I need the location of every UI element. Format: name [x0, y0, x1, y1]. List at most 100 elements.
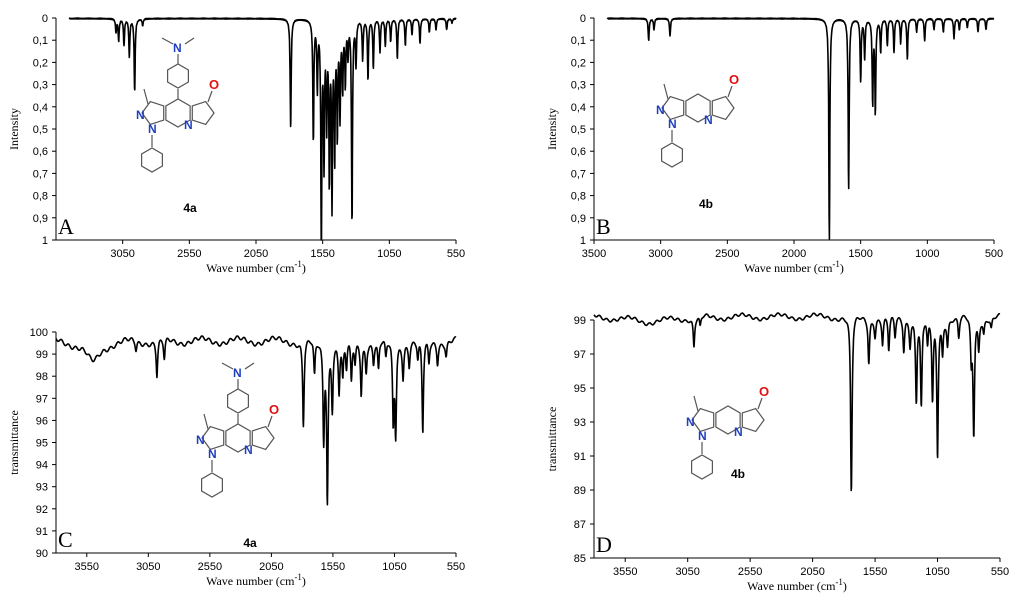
chart-d-molecule-structure: ONN N	[686, 384, 769, 480]
oxygen-atom: O	[269, 402, 279, 417]
oxygen-atom: O	[209, 77, 219, 92]
chart-a-panel-label: A	[58, 214, 74, 239]
chart-a-y-tick-label: 0,6	[33, 146, 48, 158]
chart-a-spectrum-line	[68, 17, 457, 241]
chart-d-x-tick-label: 1050	[925, 566, 949, 578]
chart-d-x-axis-label: Wave number (cm-1)	[747, 577, 847, 593]
chart-a-y-tick-label: 0,1	[33, 35, 48, 47]
chart-b-x-tick-label: 2000	[782, 248, 806, 260]
pyridine-ring	[165, 98, 191, 128]
nitrogen-atom: N	[173, 41, 182, 55]
chart-b-x-axis-label: Wave number (cm-1)	[744, 259, 844, 275]
chart-c-x-tick-label: 3050	[136, 561, 160, 573]
chart-d-x-tick-label: 2550	[738, 566, 762, 578]
chart-b-y-tick-label: 1	[580, 235, 586, 247]
pyridine-ring	[715, 405, 741, 435]
pyrazole-ring	[141, 100, 165, 126]
chart-b-y-tick-label: 0,4	[571, 102, 586, 114]
chart-b-compound-label: 4b	[699, 197, 713, 211]
chart-a-y-tick-label: 0,4	[33, 102, 48, 114]
chart-a-x-tick-label: 1050	[377, 248, 401, 260]
chart-c-x-axis-label: Wave number (cm-1)	[206, 572, 306, 588]
chart-b-molecule-structure: ONN N	[656, 72, 739, 168]
pyridine-ring	[685, 93, 711, 123]
cyclopentanone-ring	[711, 95, 735, 121]
chart-c-y-tick-label: 96	[36, 415, 48, 427]
nitrogen-atom: N	[208, 447, 217, 461]
chart-a-y-tick-label: 0,7	[33, 168, 48, 180]
nitrogen-atom: N	[136, 108, 145, 122]
nitrogen-atom: N	[233, 366, 242, 380]
chart-c-axes	[52, 331, 457, 557]
carbonyl-bond	[267, 415, 273, 428]
dimethylaminophenyl-ring	[227, 388, 249, 414]
carbonyl-bond	[207, 90, 213, 103]
chart-d-y-tick-label: 95	[574, 383, 586, 395]
nitrogen-atom: N	[184, 118, 193, 132]
carbonyl-bond	[757, 397, 763, 410]
nitrogen-atom: N	[148, 122, 157, 136]
chart-b-x-tick-label: 3500	[582, 248, 606, 260]
nitrogen-atom: N	[704, 113, 713, 127]
methyl-bond	[693, 395, 699, 412]
chart-a-x-tick-label: 2550	[177, 248, 201, 260]
cyclopentanone-ring	[251, 425, 275, 451]
methyl-bond	[143, 88, 149, 105]
chart-c-y-tick-label: 94	[36, 460, 48, 472]
chart-d-y-tick-label: 91	[574, 451, 586, 463]
dimethylaminophenyl-ring	[167, 63, 189, 89]
methyl-bond	[203, 413, 209, 430]
chart-a-x-tick-label: 1550	[310, 248, 334, 260]
chart-b-panel-label: B	[596, 214, 611, 239]
chart-b-y-axis-label: Intensity	[545, 108, 559, 150]
phenyl-ring	[141, 147, 163, 173]
chart-a-x-tick-label: 550	[447, 248, 465, 260]
chart-c-y-tick-label: 97	[36, 393, 48, 405]
chart-a-x-tick-label: 3050	[110, 248, 134, 260]
chart-b-axes	[590, 17, 995, 244]
chart-d-panel-label: D	[596, 532, 612, 557]
chart-c-x-tick-label: 3550	[75, 561, 99, 573]
chart-a-y-tick-label: 0	[42, 13, 48, 25]
chart-d-y-tick-label: 87	[574, 519, 586, 531]
chart-b-y-tick-label: 0,9	[571, 213, 586, 225]
phenyl-ring	[661, 142, 683, 168]
chart-b-x-tick-label: 1000	[915, 248, 939, 260]
chart-b-y-tick-label: 0,7	[571, 168, 586, 180]
chart-a-y-tick-label: 0,3	[33, 80, 48, 92]
chart-a-peak-point	[289, 128, 291, 130]
chart-a-y-tick-label: 1	[42, 235, 48, 247]
chart-a-molecule-structure: ONN NN	[136, 37, 219, 173]
chart-d-x-tick-label: 550	[991, 566, 1009, 578]
chart-c-y-tick-label: 95	[36, 438, 48, 450]
chart-c-panel-label: C	[58, 527, 73, 552]
chart-b-y-tick-label: 0	[580, 13, 586, 25]
chart-b-y-tick-label: 0,3	[571, 80, 586, 92]
chart-b-x-tick-label: 1500	[848, 248, 872, 260]
chart-d-x-tick-label: 3550	[613, 566, 637, 578]
nitrogen-atom: N	[734, 425, 743, 439]
pyridine-ring	[225, 423, 251, 453]
chart-c-x-tick-label: 2050	[259, 561, 283, 573]
chart-a-y-tick-label: 0,5	[33, 124, 48, 136]
chart-a-peak-point	[351, 221, 353, 223]
chart-d-y-tick-label: 89	[574, 485, 586, 497]
chart-b-y-tick-label: 0,5	[571, 124, 586, 136]
chart-c-x-tick-label: 1050	[382, 561, 406, 573]
chart-d-y-tick-label: 97	[574, 349, 586, 361]
chart-d-y-tick-label: 93	[574, 417, 586, 429]
phenyl-ring	[201, 472, 223, 498]
methyl-bond	[161, 37, 174, 45]
chart-d-y-tick-label: 85	[574, 553, 586, 565]
chart-c-peak-point	[385, 357, 387, 359]
chart-d-compound-label: 4b	[731, 467, 745, 481]
chart-c-x-tick-label: 1550	[321, 561, 345, 573]
chart-b-x-tick-label: 500	[985, 248, 1003, 260]
methyl-bond	[244, 362, 255, 370]
chart-c-y-tick-label: 100	[30, 327, 48, 339]
chart-a-y-tick-label: 0,9	[33, 213, 48, 225]
chart-b-y-tick-label: 0,1	[571, 35, 586, 47]
cyclopentanone-ring	[741, 407, 765, 433]
chart-c-y-axis-label: transmittance	[7, 410, 21, 475]
